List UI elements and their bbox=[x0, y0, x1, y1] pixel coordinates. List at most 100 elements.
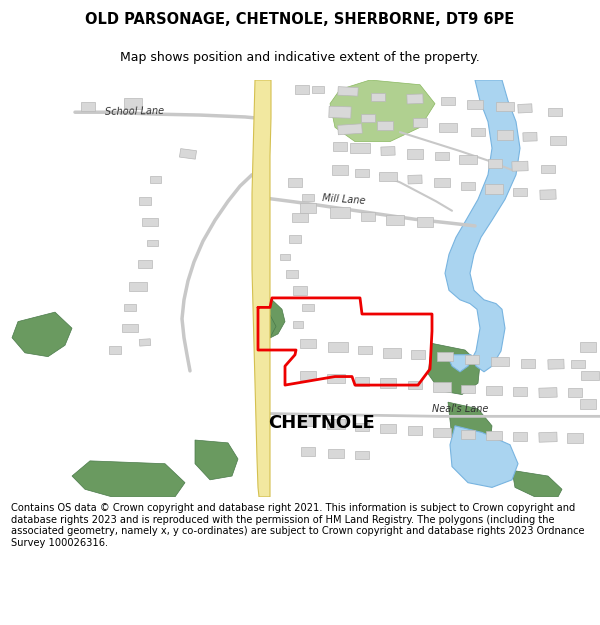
Bar bbox=[441, 97, 455, 105]
Bar bbox=[81, 102, 95, 111]
Bar bbox=[580, 342, 596, 352]
Bar bbox=[513, 432, 527, 441]
Bar bbox=[435, 151, 449, 160]
Bar bbox=[379, 172, 397, 181]
Bar bbox=[300, 416, 316, 426]
Bar bbox=[413, 118, 427, 127]
Bar bbox=[521, 359, 535, 368]
Bar bbox=[355, 422, 369, 431]
Bar bbox=[488, 159, 502, 168]
Bar bbox=[439, 122, 457, 132]
Bar bbox=[286, 271, 298, 278]
Bar bbox=[567, 433, 583, 443]
Bar bbox=[109, 346, 121, 354]
Text: Mill Lane: Mill Lane bbox=[322, 193, 366, 206]
Bar bbox=[358, 346, 372, 354]
Bar bbox=[383, 348, 401, 358]
Bar bbox=[471, 128, 485, 136]
Bar bbox=[380, 379, 396, 388]
Bar bbox=[327, 419, 345, 429]
Bar bbox=[292, 213, 308, 222]
Bar bbox=[302, 194, 314, 201]
Bar bbox=[327, 374, 345, 383]
Bar bbox=[461, 384, 475, 393]
Bar bbox=[496, 102, 514, 111]
Text: School Lane: School Lane bbox=[105, 106, 164, 117]
Bar bbox=[461, 430, 475, 439]
Bar bbox=[386, 216, 404, 225]
Bar bbox=[433, 382, 451, 392]
Bar bbox=[124, 304, 136, 311]
Bar bbox=[338, 124, 362, 135]
Bar bbox=[332, 165, 348, 175]
Bar bbox=[411, 351, 425, 359]
Bar bbox=[417, 217, 433, 227]
Text: OLD PARSONAGE, CHETNOLE, SHERBORNE, DT9 6PE: OLD PARSONAGE, CHETNOLE, SHERBORNE, DT9 … bbox=[85, 12, 515, 28]
Bar bbox=[486, 386, 502, 396]
Polygon shape bbox=[195, 440, 238, 480]
Bar bbox=[280, 254, 290, 261]
Bar bbox=[550, 136, 566, 146]
Polygon shape bbox=[450, 426, 518, 488]
Bar bbox=[361, 114, 375, 122]
Polygon shape bbox=[257, 312, 276, 338]
Polygon shape bbox=[512, 471, 562, 497]
Bar bbox=[581, 371, 599, 381]
Bar bbox=[330, 207, 350, 218]
Bar bbox=[518, 104, 532, 113]
Polygon shape bbox=[12, 312, 72, 357]
Bar bbox=[467, 100, 483, 109]
Bar bbox=[355, 169, 369, 177]
Bar bbox=[371, 92, 385, 101]
Bar bbox=[513, 188, 527, 196]
Bar bbox=[300, 203, 316, 212]
Bar bbox=[300, 339, 316, 348]
Bar bbox=[580, 399, 596, 409]
Bar bbox=[407, 94, 423, 104]
Bar bbox=[328, 342, 348, 352]
Bar bbox=[571, 360, 585, 369]
Bar bbox=[301, 447, 315, 456]
Text: CHETNOLE: CHETNOLE bbox=[268, 414, 375, 432]
Bar bbox=[355, 451, 369, 459]
Bar bbox=[122, 324, 138, 332]
Bar bbox=[437, 352, 453, 361]
Bar bbox=[523, 132, 537, 141]
Bar bbox=[288, 178, 302, 187]
Bar bbox=[377, 121, 393, 130]
Bar bbox=[541, 165, 555, 173]
Bar bbox=[350, 144, 370, 153]
Polygon shape bbox=[330, 80, 435, 142]
Polygon shape bbox=[445, 80, 520, 372]
Bar bbox=[486, 431, 502, 440]
Bar bbox=[539, 432, 557, 442]
Bar bbox=[407, 149, 423, 159]
Bar bbox=[548, 108, 562, 116]
Text: Neal's Lane: Neal's Lane bbox=[432, 404, 488, 414]
Bar bbox=[293, 321, 303, 328]
Bar bbox=[459, 155, 477, 164]
Bar bbox=[408, 426, 422, 435]
Bar bbox=[548, 359, 564, 369]
Bar bbox=[302, 304, 314, 311]
Bar bbox=[465, 355, 479, 364]
Bar bbox=[434, 177, 450, 187]
Bar bbox=[138, 260, 152, 268]
Bar bbox=[568, 388, 582, 397]
Bar bbox=[124, 99, 142, 109]
Bar bbox=[146, 239, 157, 246]
Bar bbox=[513, 388, 527, 396]
Bar bbox=[289, 236, 301, 243]
Text: Map shows position and indicative extent of the property.: Map shows position and indicative extent… bbox=[120, 51, 480, 64]
Bar bbox=[338, 87, 358, 96]
Bar bbox=[539, 388, 557, 398]
Bar bbox=[179, 149, 197, 159]
Bar bbox=[491, 357, 509, 366]
Bar bbox=[485, 184, 503, 194]
Bar bbox=[355, 377, 369, 386]
Bar bbox=[142, 218, 158, 226]
Bar bbox=[300, 371, 316, 381]
Bar bbox=[295, 85, 309, 94]
Polygon shape bbox=[72, 461, 185, 497]
Bar bbox=[312, 86, 324, 93]
